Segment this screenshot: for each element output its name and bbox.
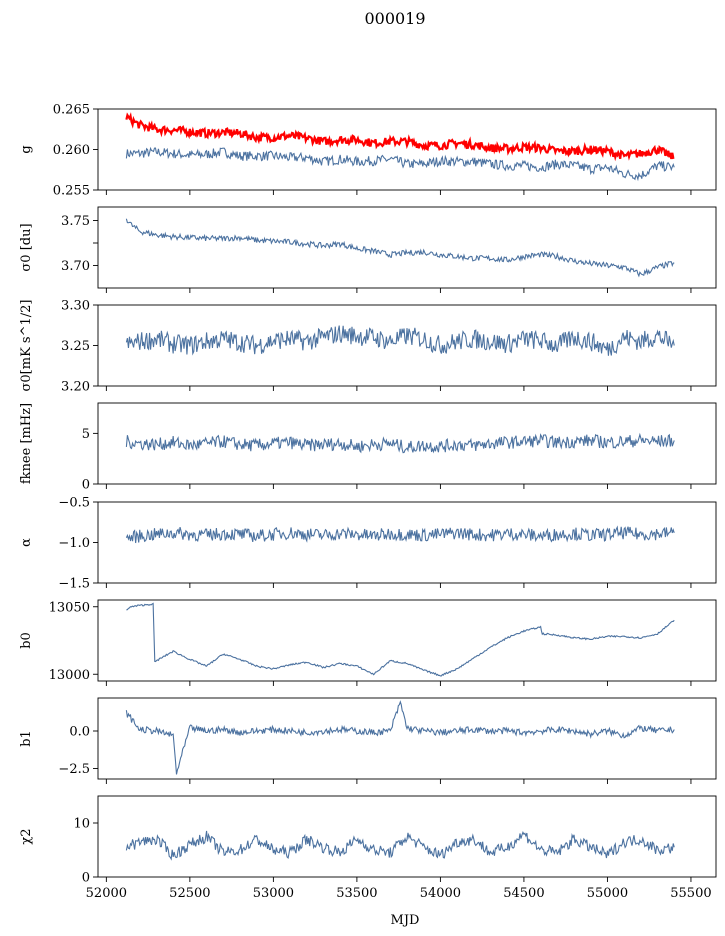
y-tick-label-sigma0_du-2: 3.75 xyxy=(61,214,90,229)
panel-fknee: 0 5 fknee [mHz] xyxy=(19,402,717,493)
y-tick-label-alpha-2: −0.5 xyxy=(58,496,90,511)
series-line-b0-0 xyxy=(126,602,675,677)
y-tick-label-chi2-0: 0 xyxy=(82,871,90,886)
axes-frame-alpha xyxy=(97,501,717,584)
panel-g: 0.255 0.260 0.265 g xyxy=(19,103,717,199)
x-tick-label-0: 52000 xyxy=(86,886,127,901)
y-tick-label-sigma0_du-0: 3.70 xyxy=(61,259,90,274)
axes-frame-chi2 xyxy=(97,795,717,878)
panel-sigma0_mk: 3.20 3.25 3.30 σ0[mK s^1/2] xyxy=(19,299,717,395)
y-axis-label-b1: b1 xyxy=(19,730,34,747)
series-line-sigma0_mk-0 xyxy=(125,325,675,356)
axes-frame-sigma0_mk xyxy=(97,304,717,387)
y-axis-label-fknee: fknee [mHz] xyxy=(19,403,34,484)
y-axis-label-b0: b0 xyxy=(19,632,34,649)
y-tick-label-fknee-1: 5 xyxy=(82,427,90,442)
x-tick-label-1: 52500 xyxy=(169,886,210,901)
y-axis-label-g: g xyxy=(19,145,34,153)
axes-frame-b0 xyxy=(97,599,717,682)
y-tick-label-alpha-1: −1.0 xyxy=(58,536,90,551)
y-tick-label-g-2: 0.265 xyxy=(53,103,90,118)
figure-title: 000019 xyxy=(364,9,425,28)
axes-frame-g xyxy=(97,108,717,191)
series-line-alpha-0 xyxy=(125,525,675,544)
y-tick-label-fknee-0: 0 xyxy=(82,478,90,493)
x-tick-label-6: 55000 xyxy=(587,886,628,901)
y-axis-label-chi2: χ2 xyxy=(19,828,34,844)
panel-b1: −2.5 0.0 b1 xyxy=(19,697,717,784)
series-line-g-0 xyxy=(125,146,675,182)
axes-frame-fknee xyxy=(97,402,717,485)
axes-frame-sigma0_du xyxy=(97,206,717,289)
y-tick-label-b0-1: 13050 xyxy=(49,600,90,615)
panel-chi2: 0 10 χ2 xyxy=(19,795,717,886)
panel-b0: 13000 13050 b0 xyxy=(19,599,717,686)
x-tick-label-4: 54000 xyxy=(420,886,461,901)
series-line-b1-0 xyxy=(125,700,675,775)
y-tick-label-sigma0_mk-0: 3.20 xyxy=(61,380,90,395)
series-line-sigma0_du-0 xyxy=(125,218,675,278)
axes-frame-b1 xyxy=(97,697,717,780)
series-line-fknee-0 xyxy=(125,432,675,454)
y-tick-label-b1-0: −2.5 xyxy=(58,762,90,777)
x-tick-label-5: 54500 xyxy=(503,886,544,901)
y-tick-label-g-0: 0.255 xyxy=(53,184,90,199)
x-tick-label-2: 53000 xyxy=(253,886,294,901)
x-tick-label-3: 53500 xyxy=(336,886,377,901)
y-axis-label-alpha: α xyxy=(19,538,34,547)
y-tick-label-b1-1: 0.0 xyxy=(69,725,90,740)
x-axis-label: MJD xyxy=(391,913,420,928)
y-tick-label-sigma0_mk-1: 3.25 xyxy=(61,339,90,354)
y-tick-label-b0-0: 13000 xyxy=(49,668,90,683)
y-tick-label-alpha-0: −1.5 xyxy=(58,577,90,592)
series-line-g-1 xyxy=(125,112,675,162)
y-tick-label-sigma0_mk-2: 3.30 xyxy=(61,299,90,314)
panel-sigma0_du: 3.70 3.75 σ0 [du] xyxy=(19,206,717,293)
y-tick-label-g-1: 0.260 xyxy=(53,143,90,158)
x-tick-label-7: 55500 xyxy=(670,886,711,901)
y-axis-label-sigma0_mk: σ0[mK s^1/2] xyxy=(19,300,34,392)
y-tick-label-chi2-1: 10 xyxy=(73,817,90,832)
panel-alpha: −1.5 −1.0 −0.5 α xyxy=(19,496,717,592)
y-axis-label-sigma0_du: σ0 [du] xyxy=(19,223,34,271)
series-line-chi2-0 xyxy=(125,830,675,861)
